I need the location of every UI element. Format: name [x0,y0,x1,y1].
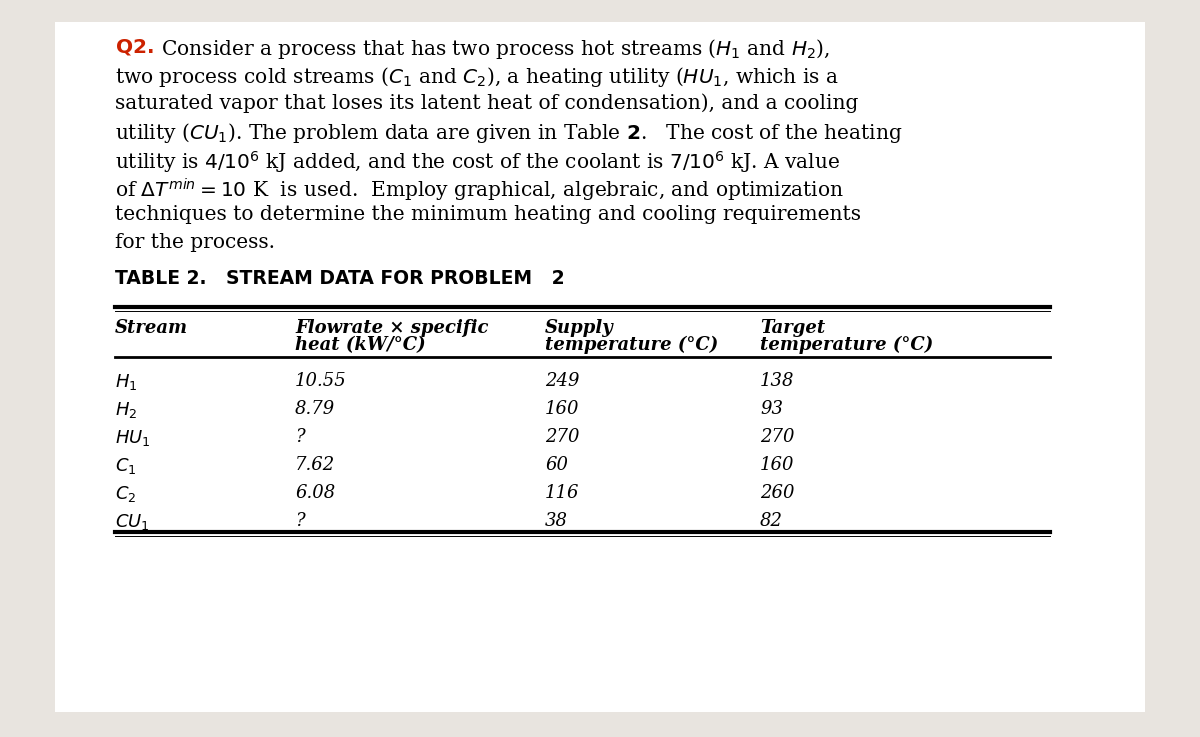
Text: 249: 249 [545,372,580,390]
Text: heat (kW/°C): heat (kW/°C) [295,336,426,354]
Text: 93: 93 [760,400,784,418]
Text: 160: 160 [760,456,794,474]
Text: techniques to determine the minimum heating and cooling requirements: techniques to determine the minimum heat… [115,205,862,224]
Text: 270: 270 [545,428,580,446]
Text: Flowrate × specific: Flowrate × specific [295,319,488,337]
Text: of $\Delta T^{min}=10$ K  is used.  Employ graphical, algebraic, and optimizatio: of $\Delta T^{min}=10$ K is used. Employ… [115,177,844,204]
Text: 7.62: 7.62 [295,456,335,474]
Text: $\mathit{H}_1$: $\mathit{H}_1$ [115,372,138,392]
Text: $\mathit{CU}_1$: $\mathit{CU}_1$ [115,512,150,532]
Text: ?: ? [295,512,305,530]
Text: temperature (°C): temperature (°C) [760,336,934,354]
Text: $\mathbf{Q2.}$: $\mathbf{Q2.}$ [115,37,154,57]
Text: Supply: Supply [545,319,613,337]
Text: 38: 38 [545,512,568,530]
Text: TABLE 2.   STREAM DATA FOR PROBLEM   2: TABLE 2. STREAM DATA FOR PROBLEM 2 [115,269,565,288]
Text: $\mathit{HU}_1$: $\mathit{HU}_1$ [115,428,150,448]
Text: temperature (°C): temperature (°C) [545,336,719,354]
Text: 116: 116 [545,484,580,502]
Text: 270: 270 [760,428,794,446]
Text: Consider a process that has two process hot streams ($H_1$ and $H_2$),: Consider a process that has two process … [155,37,830,61]
Text: 8.79: 8.79 [295,400,335,418]
Text: 10.55: 10.55 [295,372,347,390]
Text: 160: 160 [545,400,580,418]
Text: Stream: Stream [115,319,188,337]
Text: $\mathit{C}_1$: $\mathit{C}_1$ [115,456,137,476]
Text: saturated vapor that loses its latent heat of condensation), and a cooling: saturated vapor that loses its latent he… [115,93,858,113]
Text: utility is $4/10^6$ kJ added, and the cost of the coolant is $7/10^6$ kJ. A valu: utility is $4/10^6$ kJ added, and the co… [115,149,840,175]
Text: $\mathit{C}_2$: $\mathit{C}_2$ [115,484,137,504]
Text: two process cold streams ($C_1$ and $C_2$), a heating utility ($HU_1$, which is : two process cold streams ($C_1$ and $C_2… [115,65,839,89]
Text: 60: 60 [545,456,568,474]
Text: ?: ? [295,428,305,446]
Text: utility ($CU_1$). The problem data are given in Table $\mathbf{2}$.   The cost o: utility ($CU_1$). The problem data are g… [115,121,902,145]
Text: Target: Target [760,319,826,337]
Text: 82: 82 [760,512,784,530]
Text: 260: 260 [760,484,794,502]
Text: $\mathit{H}_2$: $\mathit{H}_2$ [115,400,137,420]
Text: 6.08: 6.08 [295,484,335,502]
Text: 138: 138 [760,372,794,390]
Text: for the process.: for the process. [115,233,275,252]
